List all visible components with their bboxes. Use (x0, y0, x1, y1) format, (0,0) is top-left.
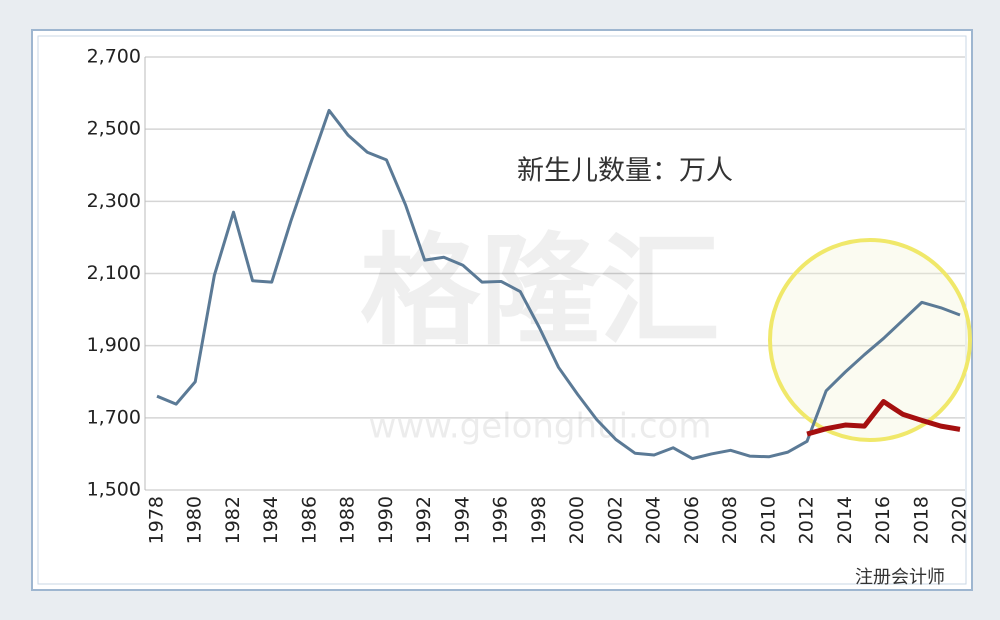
x-tick-label: 2016 (872, 496, 894, 544)
line-series (806, 399, 961, 437)
highlight-circle (768, 238, 972, 442)
x-tick-label: 2020 (949, 496, 971, 544)
watermark-url: www.gelonghui.com (369, 407, 712, 447)
x-tick-label: 2014 (834, 496, 856, 544)
x-tick-label: 2000 (566, 496, 588, 544)
y-tick-label: 2,500 (87, 118, 141, 140)
x-tick-label: 1994 (451, 496, 473, 544)
x-tick-label: 1996 (490, 496, 512, 544)
source: 注册会计师 (855, 567, 945, 588)
x-tick-label: 1978 (146, 496, 168, 544)
x-tick-label: 2018 (910, 496, 932, 544)
x-tick-label: 2008 (719, 496, 741, 544)
x-tick-label: 2006 (681, 496, 703, 544)
x-tick-label: 2010 (757, 496, 779, 544)
y-tick-label: 2,700 (87, 46, 141, 68)
x-tick-label: 2004 (643, 496, 665, 544)
x-tick-label: 1990 (375, 496, 397, 544)
y-tick-label: 2,100 (87, 262, 141, 284)
x-tick-label: 2002 (604, 496, 626, 544)
chart-frame (31, 29, 973, 591)
x-tick-label: 1988 (337, 496, 359, 544)
x-tick-label: 1992 (413, 496, 435, 544)
watermark: 格隆汇 (360, 223, 720, 362)
y-tick-label: 1,900 (87, 334, 141, 356)
x-tick-label: 1982 (222, 496, 244, 544)
x-tick-label: 2012 (796, 496, 818, 544)
y-tick-label: 1,500 (87, 479, 141, 501)
x-tick-label: 1984 (260, 496, 282, 544)
x-tick-label: 1986 (298, 496, 320, 544)
y-tick-label: 2,300 (87, 190, 141, 212)
line-series (156, 108, 961, 461)
x-tick-label: 1980 (184, 496, 206, 544)
y-tick-label: 1,700 (87, 406, 141, 428)
annotation: 新生儿数量：万人 (517, 156, 733, 187)
x-tick-label: 1998 (528, 496, 550, 544)
